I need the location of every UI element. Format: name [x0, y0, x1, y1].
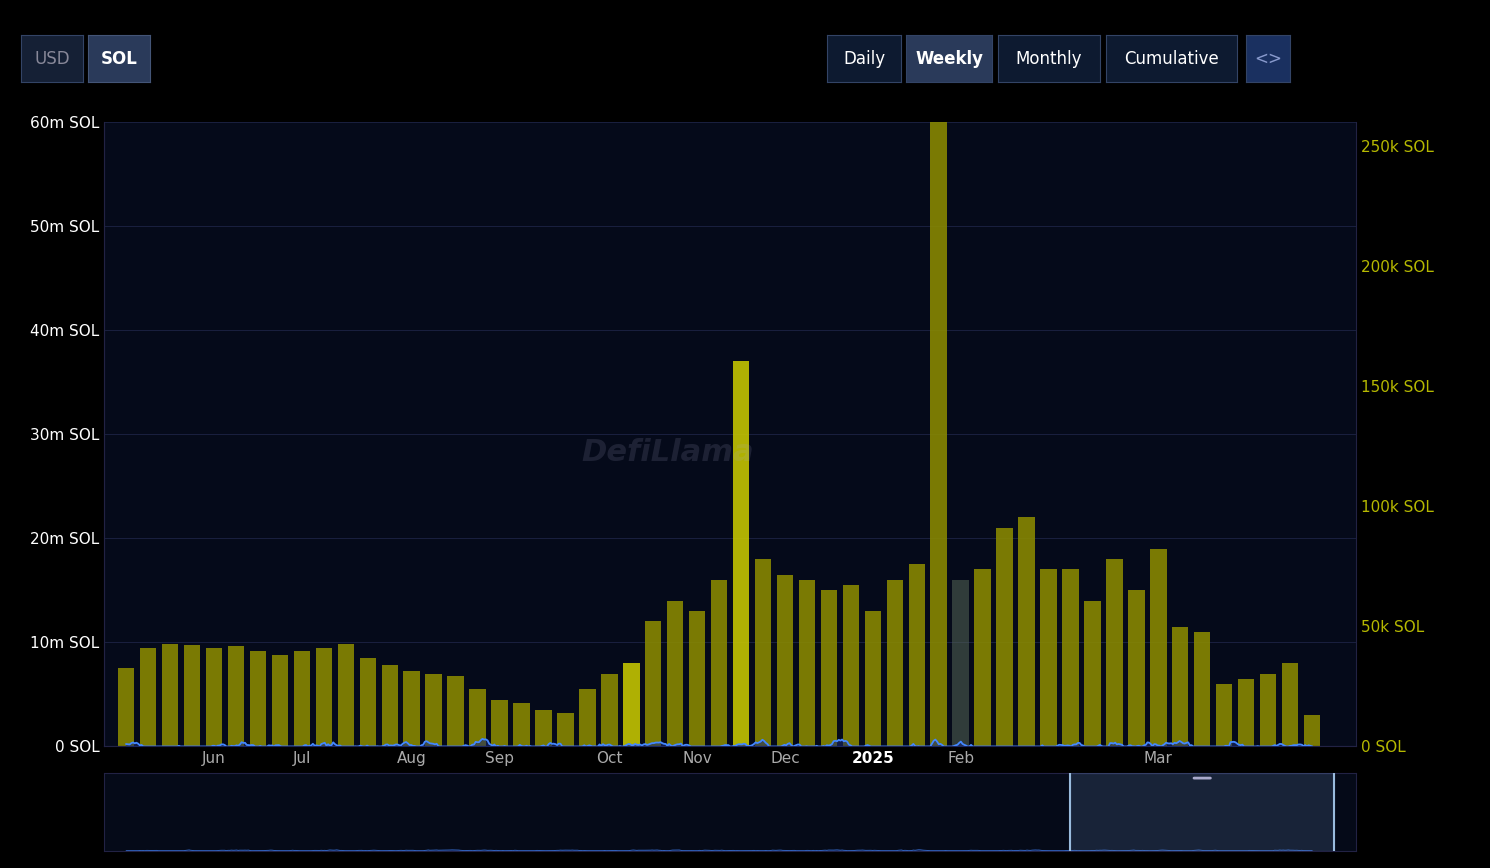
Bar	[843, 585, 860, 746]
Bar	[162, 644, 179, 746]
Bar	[1085, 601, 1101, 746]
Bar	[492, 700, 508, 746]
Bar	[776, 575, 793, 746]
Bar	[645, 621, 662, 746]
Bar	[447, 675, 463, 746]
Text: Weekly: Weekly	[915, 49, 983, 68]
Bar	[381, 665, 398, 746]
Bar	[711, 580, 727, 746]
Bar	[1070, 773, 1334, 851]
Bar	[338, 644, 355, 746]
Bar	[864, 611, 881, 746]
Bar	[930, 0, 948, 746]
Bar	[600, 674, 617, 746]
Bar	[580, 689, 596, 746]
Bar	[1304, 715, 1320, 746]
Bar	[359, 658, 375, 746]
Bar	[1018, 517, 1034, 746]
Bar	[271, 654, 288, 746]
Text: Monthly: Monthly	[1016, 49, 1082, 68]
Bar	[1238, 679, 1255, 746]
Bar	[535, 710, 551, 746]
Bar	[688, 611, 705, 746]
Bar	[1261, 674, 1277, 746]
Bar	[228, 647, 244, 746]
Bar	[206, 648, 222, 746]
Bar	[557, 713, 574, 746]
Bar	[909, 564, 925, 746]
Bar	[1106, 559, 1122, 746]
Bar	[755, 559, 772, 746]
Text: <>: <>	[1255, 49, 1281, 68]
Bar	[1193, 632, 1210, 746]
Bar	[997, 528, 1013, 746]
Bar	[887, 580, 903, 746]
Bar	[952, 580, 968, 746]
Bar	[821, 590, 837, 746]
Bar	[140, 648, 156, 746]
Text: DefiLlama: DefiLlama	[581, 438, 754, 467]
Bar	[668, 601, 684, 746]
Bar	[733, 361, 749, 746]
Text: SOL: SOL	[101, 49, 137, 68]
Bar	[294, 651, 310, 746]
Bar	[469, 689, 486, 746]
Bar	[513, 703, 530, 746]
Bar	[1150, 549, 1167, 746]
Bar	[404, 672, 420, 746]
Bar	[1040, 569, 1056, 746]
Bar	[183, 646, 200, 746]
Text: USD: USD	[34, 49, 70, 68]
Bar	[1281, 663, 1298, 746]
Bar	[1128, 590, 1144, 746]
Bar	[426, 674, 443, 746]
Bar	[799, 580, 815, 746]
Bar	[1173, 627, 1189, 746]
Bar	[623, 663, 639, 746]
Bar	[316, 648, 332, 746]
Bar	[1062, 569, 1079, 746]
Bar	[118, 668, 134, 746]
Bar	[1216, 684, 1232, 746]
Bar	[974, 569, 991, 746]
Text: Cumulative: Cumulative	[1123, 49, 1219, 68]
Bar	[250, 651, 267, 746]
Text: Daily: Daily	[843, 49, 885, 68]
